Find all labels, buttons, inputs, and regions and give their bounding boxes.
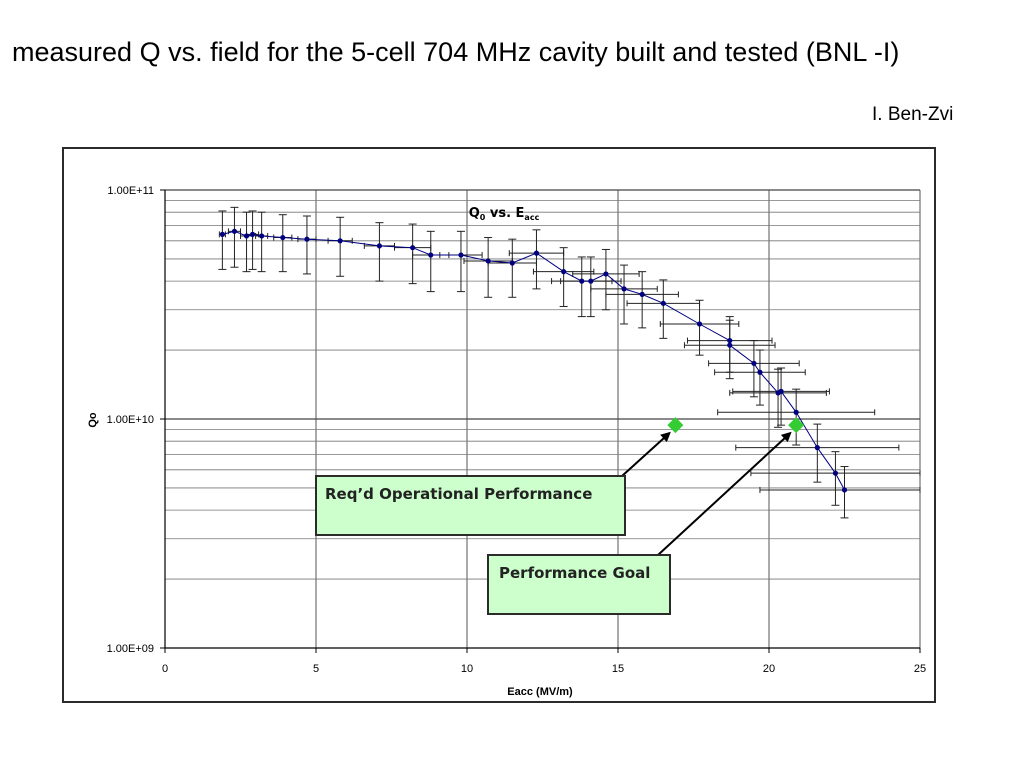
data-point (255, 211, 269, 273)
data-point (717, 388, 876, 446)
data-point (508, 229, 565, 290)
data-marker (243, 233, 250, 239)
data-point (732, 367, 830, 426)
data-marker (696, 321, 703, 327)
data-marker (458, 252, 464, 258)
data-marker (603, 271, 609, 277)
data-marker (259, 233, 265, 239)
data-point (708, 340, 800, 398)
x-tick-label: 25 (914, 663, 926, 675)
data-marker (841, 487, 848, 493)
data-marker (509, 260, 515, 266)
data-marker (579, 278, 585, 284)
data-point (246, 210, 260, 270)
data-point (487, 238, 537, 298)
goal-arrow (657, 431, 792, 556)
data-marker (793, 409, 799, 415)
data-marker (410, 245, 416, 251)
data-marker (337, 238, 343, 244)
data-marker (561, 269, 567, 275)
data-point (227, 206, 241, 268)
y-tick-label: 1.00E+09 (107, 643, 154, 655)
operational-performance-label: Req’d Operational Performance (325, 484, 593, 503)
data-point (327, 216, 353, 277)
x-tick-label: 5 (313, 663, 319, 675)
data-marker (304, 236, 310, 242)
data-marker (757, 369, 763, 375)
data-marker (249, 231, 256, 237)
chart-title: Q0 vs. Eacc (469, 206, 540, 222)
data-point (363, 222, 396, 282)
data-point (714, 349, 806, 406)
x-tick-label: 10 (461, 663, 473, 675)
data-marker (778, 388, 784, 394)
data-point (683, 319, 776, 380)
data-marker (727, 337, 733, 344)
slide-title: measured Q vs. field for the 5-cell 704 … (12, 37, 900, 67)
data-marker (485, 258, 491, 264)
data-marker (751, 360, 757, 366)
data-marker (376, 243, 383, 249)
data-point (463, 237, 513, 298)
data-point (439, 230, 483, 293)
data-marker (588, 278, 594, 284)
data-points (218, 206, 921, 519)
data-point (240, 211, 254, 273)
target-markers (667, 417, 805, 434)
data-point (218, 210, 227, 270)
data-point (605, 271, 679, 329)
data-marker (832, 470, 839, 476)
x-tick-label: 20 (763, 663, 775, 675)
x-axis-label: Eacc (MV/m) (507, 686, 573, 698)
data-point (750, 451, 921, 506)
data-point (297, 215, 317, 275)
x-tick-label: 15 (612, 663, 624, 675)
data-marker (814, 445, 820, 451)
goal-target-marker (788, 417, 805, 434)
data-marker (621, 286, 627, 292)
data-marker (660, 300, 666, 306)
y-tick-label: 1.00E+10 (107, 414, 154, 426)
data-marker (231, 228, 238, 234)
data-point (412, 230, 450, 293)
data-marker (727, 342, 733, 348)
performance-goal-label: Performance Goal (499, 563, 651, 582)
author-credit: I. Ben-Zvi (872, 104, 954, 125)
data-point (551, 256, 613, 318)
operational-performance-box: Req’d Operational Performance (315, 475, 626, 536)
y-tick-label: 1.00E+11 (107, 185, 154, 197)
tick-labels: 0 5 10 15 20 25 1.00E+09 1.00E+10 1.00E+11 (107, 185, 927, 675)
x-tick-label: 0 (162, 663, 168, 675)
y-axis-label: Qo (87, 412, 99, 428)
data-marker (428, 252, 434, 258)
data-marker (219, 231, 225, 237)
operational-arrow (621, 431, 671, 477)
performance-goal-box: Performance Goal (487, 554, 671, 615)
operational-target-marker (667, 417, 684, 434)
data-point (273, 214, 293, 273)
data-marker (280, 234, 286, 241)
data-marker (639, 291, 645, 298)
annotation-arrows (621, 431, 792, 556)
data-marker (533, 250, 540, 256)
